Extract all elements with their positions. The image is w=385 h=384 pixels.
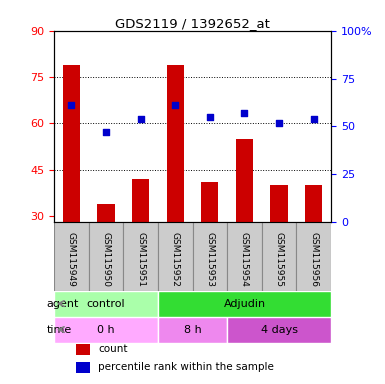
Text: count: count [98, 344, 128, 354]
Text: percentile rank within the sample: percentile rank within the sample [98, 362, 274, 372]
Text: 8 h: 8 h [184, 324, 201, 334]
Bar [158, 291, 331, 316]
Point [172, 102, 178, 108]
Text: GSM115950: GSM115950 [101, 232, 110, 288]
Point [241, 110, 248, 116]
Point [137, 116, 144, 122]
Bar [236, 139, 253, 222]
Bar [262, 222, 296, 291]
Bar [227, 316, 331, 343]
Bar [132, 179, 149, 222]
Text: Adjudin: Adjudin [223, 299, 266, 309]
Point [103, 129, 109, 135]
Bar [271, 185, 288, 222]
Bar [54, 222, 89, 291]
Text: agent: agent [46, 299, 79, 309]
Bar [62, 65, 80, 222]
Text: control: control [87, 299, 125, 309]
Bar [167, 65, 184, 222]
Point [276, 119, 282, 126]
Text: time: time [46, 324, 72, 334]
Text: GSM115954: GSM115954 [240, 232, 249, 287]
Point [207, 114, 213, 120]
Bar [54, 291, 158, 316]
Bar [296, 222, 331, 291]
Text: GSM115951: GSM115951 [136, 232, 145, 288]
Bar [76, 344, 90, 354]
Bar [305, 185, 323, 222]
Text: GSM115953: GSM115953 [205, 232, 214, 288]
Bar [89, 222, 123, 291]
Bar [158, 316, 227, 343]
Bar [192, 222, 227, 291]
Bar [54, 316, 158, 343]
Text: 4 days: 4 days [261, 324, 298, 334]
Title: GDS2119 / 1392652_at: GDS2119 / 1392652_at [115, 17, 270, 30]
Point [68, 102, 74, 108]
Bar [123, 222, 158, 291]
Bar [76, 362, 90, 372]
Text: 0 h: 0 h [97, 324, 115, 334]
Point [311, 116, 317, 122]
Text: GSM115952: GSM115952 [171, 232, 180, 287]
Text: GSM115955: GSM115955 [275, 232, 284, 288]
Text: GSM115956: GSM115956 [309, 232, 318, 288]
Text: GSM115949: GSM115949 [67, 232, 76, 287]
Bar [201, 182, 219, 222]
Bar [97, 204, 115, 222]
Bar [227, 222, 262, 291]
Bar [158, 222, 192, 291]
